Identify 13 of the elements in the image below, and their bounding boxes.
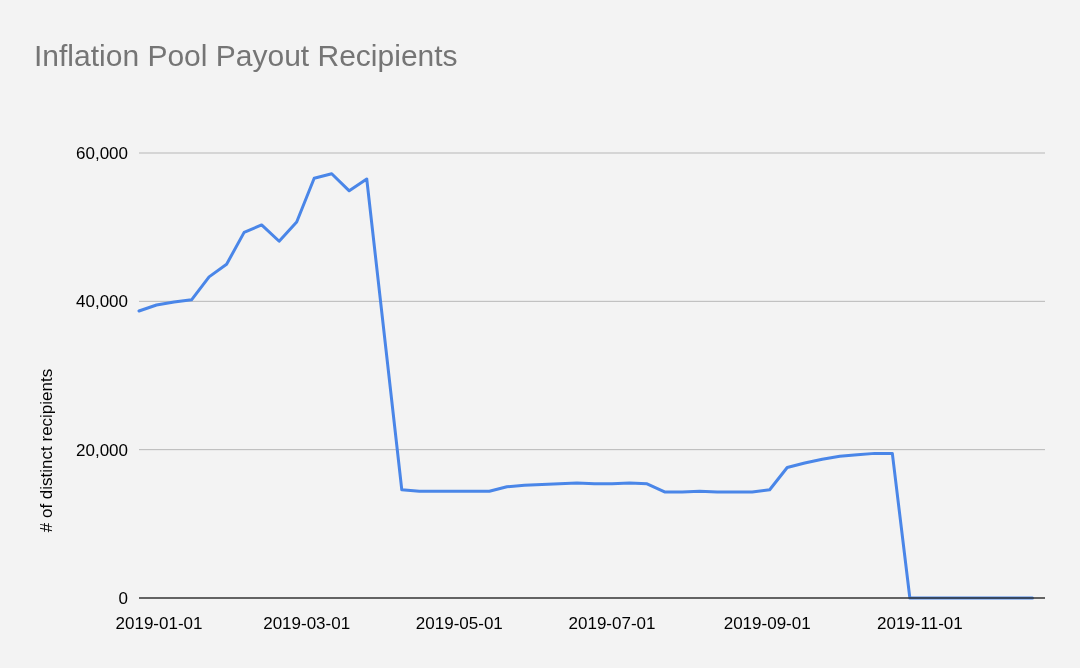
chart-title: Inflation Pool Payout Recipients	[34, 39, 458, 72]
x-tick-label: 2019-09-01	[723, 613, 811, 633]
x-tick-label: 2019-05-01	[415, 613, 503, 633]
y-tick-label: 20,000	[76, 440, 128, 460]
y-tick-label: 0	[118, 588, 128, 608]
x-tick-label: 2019-11-01	[877, 613, 963, 633]
y-axis-title: # of distinct recipients	[37, 368, 56, 533]
x-tick-label: 2019-01-01	[115, 613, 203, 633]
x-tick-label: 2019-03-01	[263, 613, 351, 633]
y-tick-label: 60,000	[76, 143, 128, 163]
y-tick-label: 40,000	[76, 292, 128, 312]
line-series	[137, 172, 1034, 600]
x-tick-label: 2019-07-01	[568, 613, 656, 633]
